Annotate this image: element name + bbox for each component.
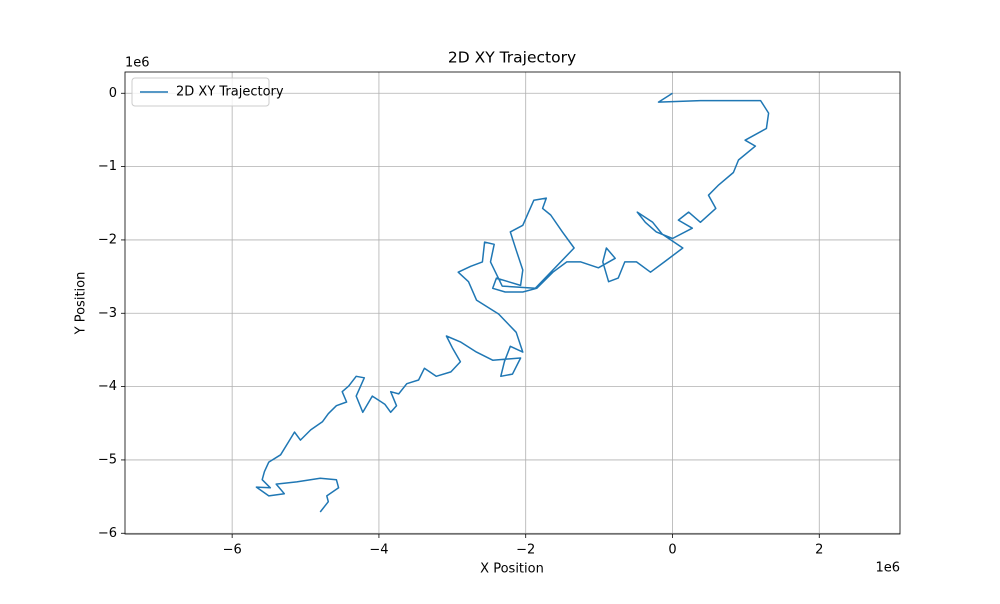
y-axis-label: Y Position	[74, 272, 89, 336]
y-tick-label: −6	[98, 526, 117, 541]
x-tick-label: −2	[516, 543, 535, 558]
y-tick-label: −2	[98, 232, 117, 247]
y-tick-label: 0	[109, 86, 117, 101]
y-offset-label: 1e6	[125, 56, 150, 71]
chart-title: 2D XY Trajectory	[448, 49, 576, 67]
x-axis-label: X Position	[480, 562, 544, 577]
plot-frame	[124, 71, 901, 535]
x-offset-label: 1e6	[875, 561, 900, 576]
x-tick-label: 2	[815, 543, 823, 558]
y-tick-label: −4	[98, 379, 117, 394]
y-tick-label: −5	[98, 452, 117, 467]
legend-box	[131, 77, 270, 107]
x-tick-label: 0	[668, 543, 676, 558]
x-tick-label: −4	[369, 543, 388, 558]
y-tick-label: −1	[98, 159, 117, 174]
y-tick-label: −3	[98, 306, 117, 321]
x-tick-label: −6	[223, 543, 242, 558]
trajectory-line	[255, 92, 770, 513]
legend-label: 2D XY Trajectory	[176, 85, 284, 100]
